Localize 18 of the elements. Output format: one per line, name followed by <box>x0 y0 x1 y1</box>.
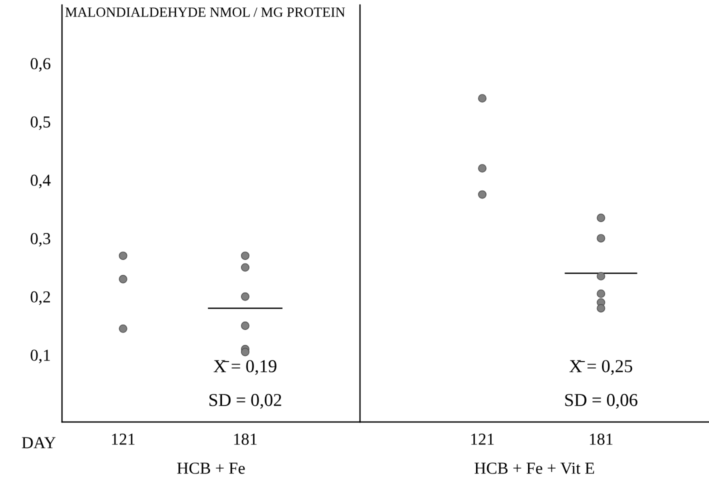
chart-title: MALONDIALDEHYDE NMOL / MG PROTEIN <box>65 8 345 17</box>
annotation: X̄ = 0,19 <box>214 360 276 375</box>
x-tick-label: 121 <box>112 434 135 445</box>
y-tick-label: 0,3 <box>30 232 50 247</box>
y-tick-label: 0,4 <box>30 174 51 188</box>
y-tick-label: 0,6 <box>30 58 50 72</box>
x-tick-label: 181 <box>590 434 612 445</box>
annotation: SD = 0,02 <box>209 394 282 409</box>
x-tick-label: 121 <box>471 434 494 445</box>
x-tick-label: 181 <box>234 434 257 445</box>
x-axis-title: HCB + Fe + Vit E <box>474 462 594 474</box>
text: DAY <box>22 437 56 448</box>
y-tick-label: 0,2 <box>30 291 50 305</box>
x-axis-title: HCB + Fe <box>177 462 245 474</box>
annotation: SD = 0,06 <box>565 394 638 409</box>
y-tick-label: 0,5 <box>30 116 50 130</box>
annotation: X̄ = 0,25 <box>569 360 632 375</box>
y-tick-label: 0,1 <box>30 350 50 364</box>
